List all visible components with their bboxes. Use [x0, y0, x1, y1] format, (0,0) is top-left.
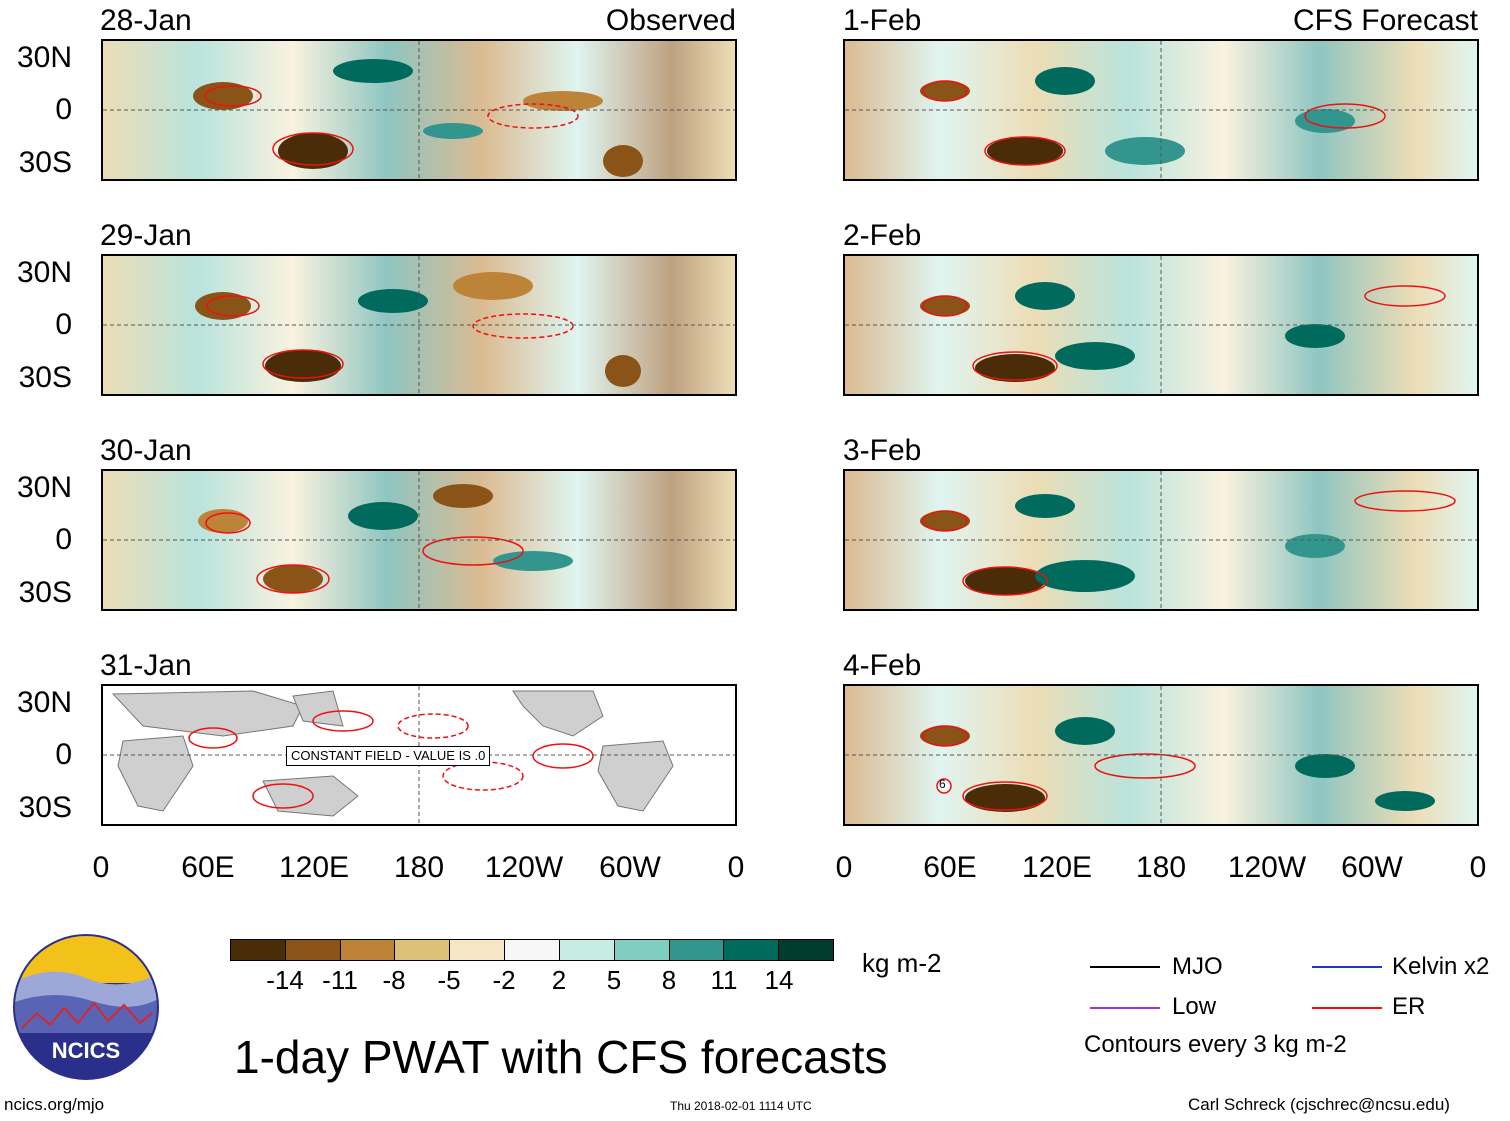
lon-label-120w: 120W	[1227, 851, 1307, 884]
colorbar-label: -5	[437, 965, 461, 995]
colorbar-segment	[669, 940, 725, 960]
lon-label-0-end: 0	[1469, 851, 1487, 884]
colorbar-segment	[340, 940, 396, 960]
colorbar-label: 14	[764, 965, 794, 995]
map-panel-30jan	[101, 469, 737, 611]
contour-note: Contours every 3 kg m-2	[1084, 1031, 1347, 1058]
colorbar-label: 2	[551, 965, 567, 995]
map-panel-31jan: CONSTANT FIELD - VALUE IS .0	[101, 684, 737, 826]
panel-date-30jan: 30-Jan	[100, 434, 192, 467]
colorbar-units: kg m-2	[862, 948, 942, 978]
lon-label-180: 180	[393, 851, 445, 884]
lat-label-30s: 30S	[18, 361, 72, 394]
colorbar-label: -14	[266, 965, 304, 995]
colorbar-segment	[285, 940, 341, 960]
panel-date-1feb: 1-Feb	[843, 4, 922, 37]
lat-label-30n: 30N	[16, 686, 72, 719]
colorbar-segment	[614, 940, 670, 960]
map-panel-1feb	[843, 39, 1479, 181]
panel-date-28jan: 28-Jan	[100, 4, 192, 37]
colorbar	[230, 939, 834, 961]
timestamp: Thu 2018-02-01 1114 UTC	[670, 1099, 812, 1113]
colorbar-label: -11	[322, 965, 358, 995]
lon-label-180: 180	[1135, 851, 1187, 884]
logo-text: NCICS	[52, 1038, 120, 1063]
colorbar-segment	[395, 940, 451, 960]
lon-label-60e: 60E	[923, 851, 977, 884]
constant-field-note: CONSTANT FIELD - VALUE IS .0	[286, 746, 491, 766]
lat-label-eq: 0	[55, 93, 72, 126]
observed-label: Observed	[605, 4, 736, 37]
mjo-legend-label: MJO	[1172, 953, 1223, 980]
map-panel-3feb	[843, 469, 1479, 611]
map-panel-2feb	[843, 254, 1479, 396]
ncics-logo: NCICS	[12, 933, 160, 1081]
source-url: ncics.org/mjo	[4, 1095, 105, 1114]
low-legend-line	[1090, 1007, 1160, 1009]
colorbar-label: -8	[382, 965, 406, 995]
panel-date-31jan: 31-Jan	[100, 649, 192, 682]
lat-label-eq: 0	[55, 738, 72, 771]
lon-label-0: 0	[92, 851, 110, 884]
lat-label-30n: 30N	[16, 471, 72, 504]
figure-title: 1-day PWAT with CFS forecasts	[234, 1031, 888, 1083]
lon-label-60w: 60W	[1341, 851, 1403, 884]
colorbar-segment	[231, 940, 286, 960]
cfs-forecast-label: CFS Forecast	[1292, 4, 1478, 37]
panel-date-29jan: 29-Jan	[100, 219, 192, 252]
kelvin-legend-label: Kelvin x2	[1392, 953, 1490, 980]
panel-date-2feb: 2-Feb	[843, 219, 922, 252]
er-legend-line	[1312, 1007, 1382, 1009]
lon-label-120e: 120E	[1021, 851, 1093, 884]
lon-label-0: 0	[835, 851, 853, 884]
lat-label-30n: 30N	[16, 41, 72, 74]
lat-label-30s: 30S	[18, 791, 72, 824]
colorbar-label: 11	[710, 965, 738, 995]
panel-date-3feb: 3-Feb	[843, 434, 922, 467]
lat-label-30n: 30N	[16, 256, 72, 289]
mjo-legend-line	[1090, 966, 1160, 968]
map-panel-29jan	[101, 254, 737, 396]
lon-label-60e: 60E	[181, 851, 235, 884]
lat-label-30s: 30S	[18, 146, 72, 179]
colorbar-segment	[505, 940, 560, 960]
colorbar-label: -2	[492, 965, 516, 995]
colorbar-label: 8	[661, 965, 677, 995]
colorbar-segment	[779, 940, 833, 960]
lat-label-eq: 0	[55, 523, 72, 556]
colorbar-segment	[724, 940, 780, 960]
lat-label-eq: 0	[55, 308, 72, 341]
lon-label-120e: 120E	[278, 851, 350, 884]
low-legend-label: Low	[1172, 993, 1217, 1020]
colorbar-segment	[450, 940, 506, 960]
author-credit: Carl Schreck (cjschrec@ncsu.edu)	[1188, 1095, 1450, 1114]
map-panel-28jan	[101, 39, 737, 181]
lon-label-60w: 60W	[599, 851, 661, 884]
colorbar-label: 5	[606, 965, 622, 995]
kelvin-legend-line	[1312, 966, 1382, 968]
lon-label-120w: 120W	[484, 851, 564, 884]
er-legend-label: ER	[1392, 993, 1426, 1020]
lon-label-0-end: 0	[727, 851, 745, 884]
low-marker: 6	[939, 777, 946, 791]
lat-label-30s: 30S	[18, 576, 72, 609]
map-panel-4feb: 6	[843, 684, 1479, 826]
colorbar-segment	[559, 940, 615, 960]
panel-date-4feb: 4-Feb	[843, 649, 922, 682]
